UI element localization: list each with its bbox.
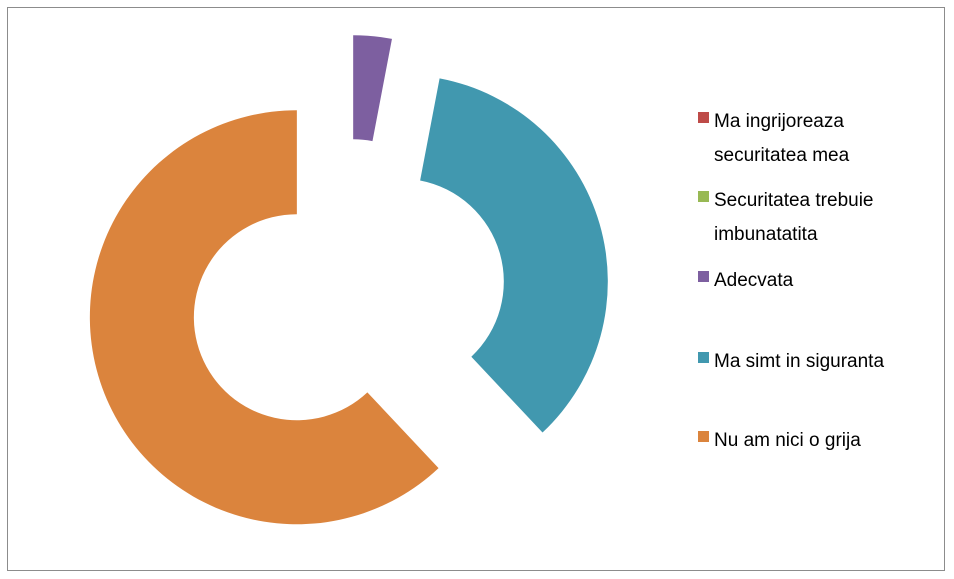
doughnut-slice [420, 78, 608, 433]
legend-item: Ma ingrijoreaza securitatea mea [698, 105, 934, 173]
legend-item: Ma simt in siguranta [698, 345, 934, 379]
legend-swatch [698, 112, 709, 123]
doughnut-slice [353, 35, 392, 142]
legend-label: Ma simt in siguranta [714, 351, 885, 372]
chart-frame [7, 7, 945, 571]
legend-swatch [698, 191, 709, 202]
legend-label: Ma ingrijoreaza securitatea mea [714, 111, 850, 166]
legend-item: Adecvata [698, 264, 934, 298]
legend-swatch [698, 352, 709, 363]
legend-label: Nu am nici o grija [714, 430, 861, 451]
legend-label: Adecvata [714, 270, 794, 291]
legend-item: Nu am nici o grija [698, 424, 934, 458]
doughnut-slice [89, 110, 439, 525]
legend-swatch [698, 271, 709, 282]
legend-swatch [698, 431, 709, 442]
legend-item: Securitatea trebuie imbunatatita [698, 184, 934, 252]
legend-label: Securitatea trebuie imbunatatita [714, 190, 874, 245]
